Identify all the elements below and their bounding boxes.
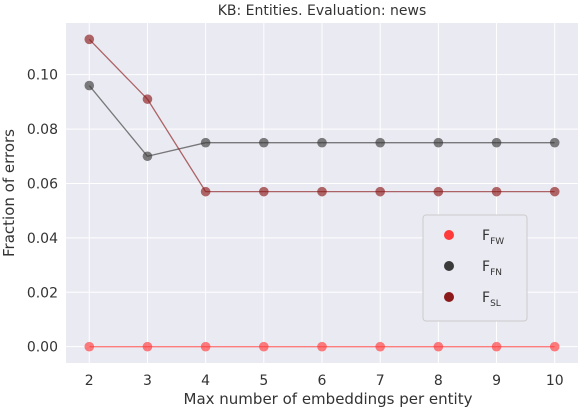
x-tick-label: 9 [492,373,501,389]
data-point [433,137,444,148]
series-layer [84,34,560,352]
y-axis-label: Fraction of errors [0,129,18,257]
y-tick-label: 0.04 [27,231,58,247]
x-tick-label: 6 [318,373,327,389]
y-tick-label: 0.08 [27,122,58,138]
data-point [491,137,502,148]
data-point [259,341,269,352]
y-tick-label: 0.02 [27,285,58,301]
data-point [317,186,327,197]
y-tick-label: 0.00 [27,340,58,356]
legend-marker [444,292,454,302]
legend-label-subscript: FN [490,268,502,278]
legend-box [422,214,528,322]
legend-label-main: F [482,259,490,275]
data-point [549,137,560,148]
x-tick-label: 8 [434,373,443,389]
x-tick-label: 3 [143,373,152,389]
data-point [142,151,153,162]
y-tick-label: 0.06 [27,176,58,192]
legend-marker [444,261,454,271]
data-point [142,341,153,352]
series-fn [84,80,560,162]
data-point [259,186,269,197]
data-point [259,137,269,148]
legend-label-subscript: FW [490,237,504,247]
data-point [200,137,211,148]
legend-label-main: F [482,228,490,244]
legend-label-main: F [482,290,490,306]
data-point [375,186,385,197]
data-point [375,137,385,148]
x-tick-label: 7 [376,373,385,389]
data-point [84,341,95,352]
data-point [433,186,444,197]
data-point [84,80,95,91]
legend-label-subscript: SL [490,299,501,309]
series-fw [84,341,560,352]
data-point [317,137,327,148]
legend-item: FFN [444,259,502,278]
data-point [433,341,444,352]
data-point [317,341,327,352]
legend-label: FFW [482,228,504,247]
tick-layer: 2 3 4 5 6 7 8 9 10 0.00 0.02 0.04 0.06 0.08 0.10 [27,68,564,389]
data-point [375,341,385,352]
x-tick-label: 4 [201,373,210,389]
legend-label: FSL [482,290,501,309]
x-tick-label: 10 [546,373,564,389]
data-point [142,94,153,104]
data-point [491,341,502,352]
data-point [200,341,211,352]
x-axis-label: Max number of embeddings per entity [184,390,473,408]
data-point [491,186,502,197]
x-tick-label: 5 [259,373,268,389]
data-point [200,186,211,197]
legend-label: FFN [482,259,502,278]
data-point [84,34,95,45]
y-tick-label: 0.10 [27,68,58,84]
series-sl [84,34,560,197]
legend-item: FSL [444,290,501,309]
data-point [549,341,560,352]
x-tick-label: 2 [85,373,94,389]
legend-marker [444,230,454,240]
chart-title: KB: Entities. Evaluation: news [218,3,427,19]
legend-item: FFW [444,228,504,247]
data-point [549,186,560,197]
